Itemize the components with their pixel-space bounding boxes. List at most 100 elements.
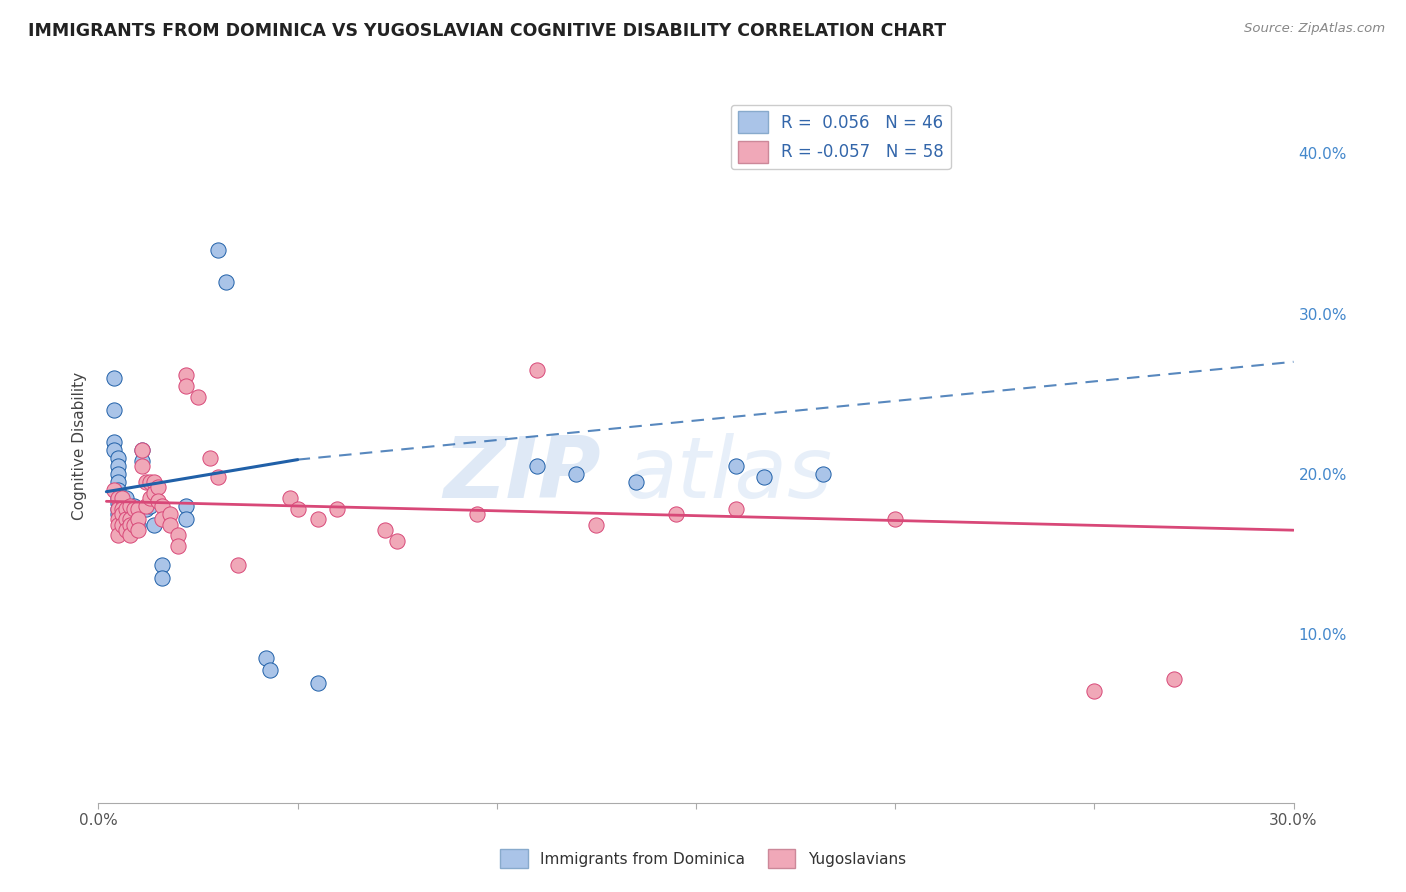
Point [307, 512, 329, 526]
Point [139, 499, 162, 513]
Point [107, 518, 129, 533]
Point [131, 454, 153, 468]
Point [111, 491, 134, 505]
Point [124, 499, 146, 513]
Point [139, 475, 162, 489]
Point [103, 483, 125, 497]
Point [385, 534, 409, 549]
Point [1083, 683, 1105, 698]
Point [127, 518, 149, 533]
Point [174, 499, 197, 513]
Point [107, 483, 129, 497]
Point [143, 475, 166, 489]
Point [585, 518, 607, 533]
Point [565, 467, 588, 481]
Point [107, 475, 129, 489]
Point [107, 502, 129, 516]
Point [111, 518, 134, 533]
Point [884, 512, 907, 526]
Legend: Immigrants from Dominica, Yugoslavians: Immigrants from Dominica, Yugoslavians [494, 843, 912, 874]
Point [167, 528, 190, 542]
Point [111, 507, 134, 521]
Point [103, 403, 125, 417]
Point [107, 467, 129, 481]
Point [254, 651, 277, 665]
Point [1163, 673, 1185, 687]
Point [111, 499, 134, 513]
Point [226, 558, 249, 573]
Point [374, 523, 396, 537]
Point [150, 558, 173, 573]
Y-axis label: Cognitive Disability: Cognitive Disability [72, 372, 87, 520]
Point [115, 502, 138, 516]
Point [127, 523, 149, 537]
Point [120, 512, 142, 526]
Point [159, 518, 181, 533]
Point [120, 502, 142, 516]
Point [259, 663, 281, 677]
Point [120, 499, 142, 513]
Point [159, 507, 181, 521]
Point [465, 507, 488, 521]
Text: ZIP: ZIP [443, 433, 600, 516]
Point [198, 450, 221, 465]
Point [143, 486, 166, 500]
Point [120, 512, 142, 526]
Point [724, 458, 747, 473]
Point [111, 515, 134, 529]
Point [135, 499, 157, 513]
Point [111, 491, 134, 505]
Point [115, 507, 138, 521]
Point [127, 512, 149, 526]
Point [107, 458, 129, 473]
Point [107, 528, 129, 542]
Point [107, 512, 129, 526]
Point [278, 491, 301, 505]
Point [150, 571, 173, 585]
Point [131, 458, 153, 473]
Text: IMMIGRANTS FROM DOMINICA VS YUGOSLAVIAN COGNITIVE DISABILITY CORRELATION CHART: IMMIGRANTS FROM DOMINICA VS YUGOSLAVIAN … [28, 22, 946, 40]
Point [207, 470, 229, 484]
Point [103, 371, 125, 385]
Point [526, 363, 548, 377]
Point [111, 502, 134, 516]
Point [124, 518, 146, 533]
Point [107, 491, 129, 505]
Point [103, 442, 125, 457]
Legend: R =  0.056   N = 46, R = -0.057   N = 58: R = 0.056 N = 46, R = -0.057 N = 58 [731, 104, 950, 169]
Point [174, 368, 197, 382]
Point [207, 243, 229, 257]
Text: Source: ZipAtlas.com: Source: ZipAtlas.com [1244, 22, 1385, 36]
Point [111, 507, 134, 521]
Point [167, 539, 190, 553]
Point [150, 499, 173, 513]
Point [115, 523, 138, 537]
Point [124, 502, 146, 516]
Point [143, 518, 166, 533]
Point [107, 507, 129, 521]
Point [115, 512, 138, 526]
Point [120, 528, 142, 542]
Point [526, 458, 548, 473]
Point [626, 475, 648, 489]
Point [148, 480, 170, 494]
Point [107, 491, 129, 505]
Point [107, 496, 129, 510]
Point [107, 450, 129, 465]
Point [127, 507, 149, 521]
Point [752, 470, 775, 484]
Point [135, 475, 157, 489]
Point [148, 494, 170, 508]
Point [665, 507, 688, 521]
Point [131, 442, 153, 457]
Point [813, 467, 835, 481]
Point [127, 502, 149, 516]
Point [115, 491, 138, 505]
Point [103, 435, 125, 450]
Point [215, 275, 238, 289]
Point [115, 518, 138, 533]
Point [135, 502, 157, 516]
Point [174, 379, 197, 393]
Point [120, 518, 142, 533]
Point [174, 512, 197, 526]
